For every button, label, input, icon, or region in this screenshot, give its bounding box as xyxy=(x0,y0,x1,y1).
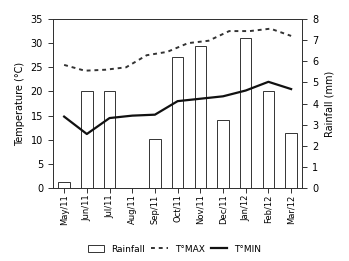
Bar xyxy=(58,182,70,188)
Bar xyxy=(240,38,251,188)
Bar xyxy=(104,91,115,188)
Bar xyxy=(172,57,183,188)
Bar xyxy=(149,139,161,188)
Legend: Rainfall, T°MAX, T°MIN: Rainfall, T°MAX, T°MIN xyxy=(85,242,264,257)
Bar xyxy=(263,91,274,188)
Y-axis label: Temperature (°C): Temperature (°C) xyxy=(15,62,25,146)
Y-axis label: Rainfall (mm): Rainfall (mm) xyxy=(324,70,334,137)
Bar xyxy=(285,133,297,188)
Bar xyxy=(81,91,92,188)
Bar xyxy=(195,46,206,188)
Bar xyxy=(217,121,229,188)
